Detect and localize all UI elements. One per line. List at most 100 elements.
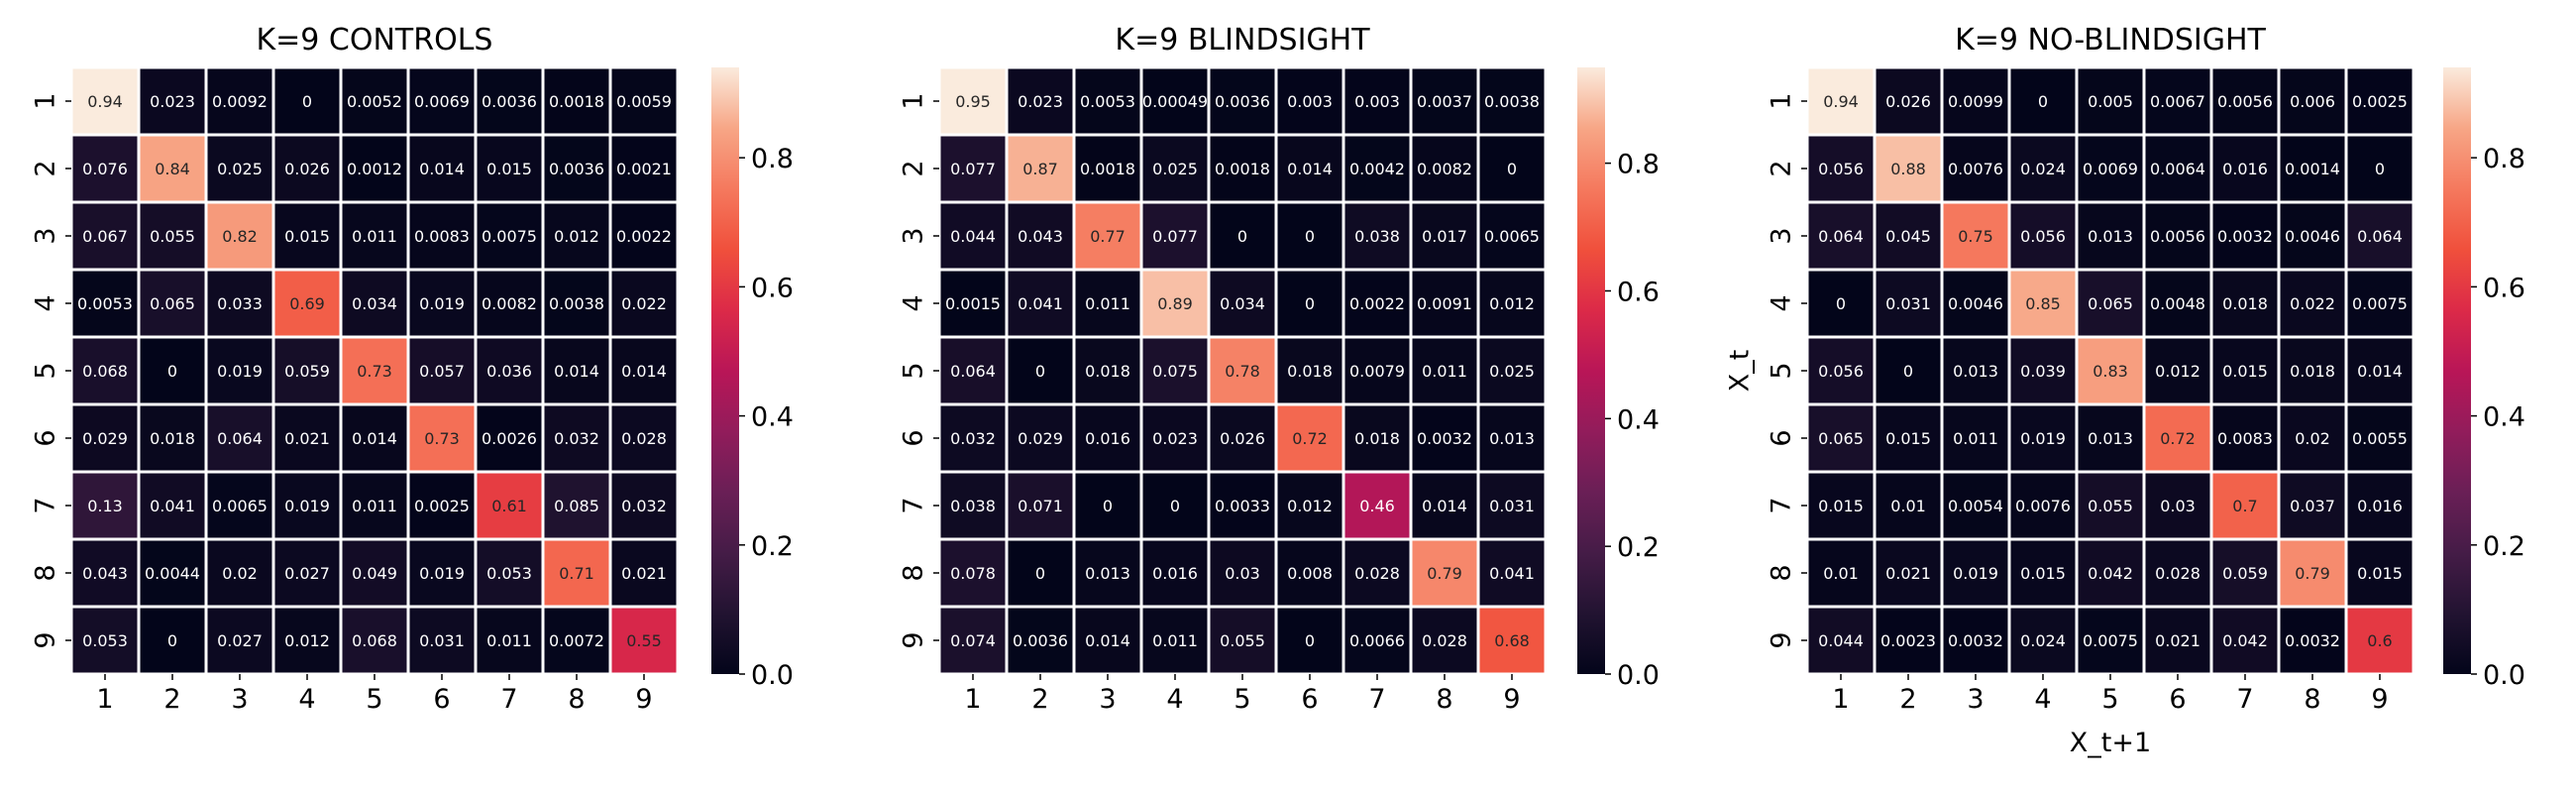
cell-value-label: 0.025	[217, 160, 263, 178]
cell-value-label: 0.95	[955, 92, 991, 111]
cell-value-label: 0.72	[1292, 429, 1328, 448]
cell-value-label: 0.017	[1422, 227, 1467, 246]
cell-value-label: 0.078	[950, 564, 996, 583]
heatmap-cell	[2277, 200, 2348, 272]
heatmap-cell	[608, 537, 680, 609]
heatmap-cell	[271, 200, 343, 272]
x-tick-label: 9	[2371, 684, 2388, 715]
heatmap-cell	[1940, 470, 2011, 541]
y-tick-label: 3	[31, 227, 61, 244]
y-tick-label: 8	[1767, 564, 1797, 581]
heatmap-cell	[937, 268, 1009, 339]
cell-value-label: 0.0042	[1349, 160, 1405, 178]
cell-value-label: 0.056	[1818, 160, 1864, 178]
cell-value-label: 0.003	[1354, 92, 1400, 111]
cell-value-label: 0.46	[1359, 497, 1395, 515]
cell-value-label: 0.0079	[1349, 362, 1405, 381]
cell-value-label: 0.032	[554, 429, 599, 448]
cell-value-label: 0.005	[2088, 92, 2133, 111]
cell-value-label: 0.018	[2222, 294, 2268, 313]
cell-value-label: 0	[167, 631, 177, 650]
y-tick-label: 5	[31, 362, 61, 379]
heatmap-cell	[1274, 200, 1345, 272]
colorbar-tick-label: 0.0	[2483, 660, 2525, 691]
cell-value-label: 0.053	[486, 564, 532, 583]
x-tick-label: 9	[635, 684, 652, 715]
heatmap-cell	[1476, 200, 1548, 272]
colorbar-tick-label: 0.4	[2483, 402, 2525, 433]
heatmap-cell	[271, 268, 343, 339]
cell-value-label: 0.011	[352, 497, 397, 515]
heatmap-cell	[2142, 268, 2213, 339]
heatmap-cell	[1207, 537, 1278, 609]
heatmap-cell	[1805, 65, 1877, 137]
cell-value-label: 0.0032	[2285, 631, 2340, 650]
cell-value-label: 0.0032	[2217, 227, 2273, 246]
y-tick-label: 5	[899, 362, 929, 379]
cell-value-label: 0.0082	[1417, 160, 1472, 178]
heatmap-cell	[1940, 402, 2011, 474]
cell-value-label: 0.016	[1085, 429, 1130, 448]
heatmap-cell	[1476, 470, 1548, 541]
cell-value-label: 0.008	[1287, 564, 1333, 583]
cell-value-label: 0.021	[284, 429, 330, 448]
cell-value-label: 0.011	[1085, 294, 1130, 313]
cell-value-label: 0.0066	[1349, 631, 1405, 650]
heatmap-cell	[1342, 537, 1413, 609]
y-tick-label: 6	[1767, 429, 1797, 446]
heatmap-cell	[1274, 268, 1345, 339]
heatmap-cell	[1072, 605, 1143, 676]
cell-value-label: 0.041	[1018, 294, 1063, 313]
x-tick-label: 3	[1099, 684, 1116, 715]
cell-value-label: 0.023	[1152, 429, 1198, 448]
heatmap-cell	[1207, 200, 1278, 272]
heatmap-cell	[2344, 200, 2415, 272]
cell-value-label: 0.014	[1422, 497, 1467, 515]
cell-value-label: 0.041	[1489, 564, 1535, 583]
cell-value-label: 0.55	[626, 631, 662, 650]
cell-value-label: 0.077	[950, 160, 996, 178]
cell-value-label: 0.011	[1152, 631, 1198, 650]
cell-value-label: 0.013	[2088, 429, 2133, 448]
cell-value-label: 0.012	[554, 227, 599, 246]
y-tick-label: 4	[31, 294, 61, 311]
cell-value-label: 0.0037	[1417, 92, 1472, 111]
cell-value-label: 0.029	[1018, 429, 1063, 448]
cell-value-label: 0.064	[2357, 227, 2403, 246]
heatmap-cell	[2344, 537, 2415, 609]
y-tick-label: 1	[1767, 92, 1797, 109]
cell-value-label: 0.015	[2020, 564, 2066, 583]
cell-value-label: 0.014	[554, 362, 599, 381]
cell-value-label: 0.027	[217, 631, 263, 650]
y-tick-label: 3	[899, 227, 929, 244]
cell-value-label: 0.0082	[482, 294, 537, 313]
cell-value-label: 0.0092	[212, 92, 268, 111]
cell-value-label: 0.03	[1225, 564, 1260, 583]
heatmap-cell	[541, 133, 612, 204]
cell-value-label: 0.0053	[77, 294, 133, 313]
cell-value-label: 0.032	[621, 497, 667, 515]
x-tick-label: 1	[964, 684, 981, 715]
heatmap-cell	[2277, 65, 2348, 137]
heatmap-cell	[2142, 605, 2213, 676]
cell-value-label: 0.0012	[347, 160, 402, 178]
cell-value-label: 0.0046	[2285, 227, 2340, 246]
cell-value-label: 0.067	[82, 227, 128, 246]
cell-value-label: 0.043	[82, 564, 128, 583]
cell-value-label: 0.83	[2093, 362, 2128, 381]
x-tick-label: 8	[2304, 684, 2320, 715]
cell-value-label: 0.024	[2020, 631, 2066, 650]
heatmap-cell	[2075, 200, 2146, 272]
cell-value-label: 0.02	[2295, 429, 2330, 448]
heatmap-cell	[69, 200, 141, 272]
cell-value-label: 0.023	[150, 92, 195, 111]
cell-value-label: 0.0018	[1215, 160, 1270, 178]
cell-value-label: 0.72	[2160, 429, 2196, 448]
heatmap-cell	[69, 605, 141, 676]
cell-value-label: 0.0018	[549, 92, 604, 111]
heatmap-cell	[339, 200, 410, 272]
x-axis-label: X_t+1	[2070, 728, 2151, 758]
heatmap-cell	[1005, 470, 1076, 541]
cell-value-label: 0.024	[2020, 160, 2066, 178]
heatmap-cell	[1072, 268, 1143, 339]
